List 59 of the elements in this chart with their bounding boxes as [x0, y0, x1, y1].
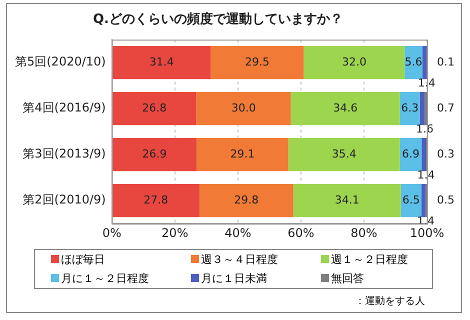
bar: [196, 138, 288, 172]
data-label: 29.1: [230, 147, 255, 160]
bar: [112, 184, 200, 218]
data-label: 29.8: [234, 193, 259, 206]
data-label: 1.4: [417, 168, 435, 182]
data-label: 32.0: [342, 55, 366, 68]
x-tick-label: 20%: [162, 226, 188, 240]
bar: [304, 46, 405, 80]
chart-title: Q.どのくらいの頻度で運動していますか？: [93, 11, 343, 28]
data-label: 0.3: [437, 147, 454, 160]
data-label: 6.5: [402, 193, 420, 206]
data-label: 6.9: [402, 147, 420, 160]
x-tick-label: 60%: [288, 226, 314, 240]
y-tick-label: 第5回(2020/10): [14, 54, 106, 69]
data-label: 0.7: [437, 101, 454, 114]
bar: [404, 46, 422, 80]
bar: [290, 92, 400, 126]
data-label: 34.1: [334, 193, 360, 206]
data-label: 26.8: [142, 101, 167, 114]
y-tick-label: 第3回(2013/9): [22, 146, 106, 161]
x-tick-label: 80%: [350, 226, 378, 240]
bar: [400, 184, 422, 218]
legend-label: 月に１日未満: [200, 271, 268, 287]
x-tick-label: 0%: [102, 226, 122, 240]
bar: [422, 46, 427, 80]
data-label: 26.9: [142, 147, 167, 160]
legend-label: 月に１～２日程度: [60, 271, 150, 287]
bar: [420, 92, 425, 126]
bar: [288, 138, 400, 172]
data-label: 0.1: [437, 55, 454, 68]
x-tick-label: 40%: [224, 226, 252, 240]
y-tick-label: 第2回(2010/9): [22, 192, 106, 207]
y-tick-label: 第4回(2016/9): [22, 100, 106, 115]
data-label: 5.6: [404, 55, 422, 68]
data-label: 35.4: [332, 147, 356, 160]
data-label: 27.8: [144, 193, 168, 206]
bar: [422, 138, 426, 172]
bar: [112, 138, 197, 172]
x-tick-label: 100%: [410, 226, 444, 240]
data-label: 0.5: [437, 193, 454, 206]
data-label: 29.5: [245, 55, 270, 68]
bar: [400, 92, 420, 126]
data-label: 34.6: [333, 101, 358, 114]
data-label: 30.0: [231, 101, 256, 114]
bar: [293, 184, 401, 218]
text: ：運動をする人: [355, 295, 425, 308]
legend-label: 週１～２日程度: [330, 252, 409, 268]
legend-label: ほぼ毎日: [60, 252, 106, 268]
bar: [421, 184, 426, 218]
data-label: 6.3: [401, 101, 419, 114]
legend-label: 週３～４日程度: [200, 252, 279, 268]
bar: [199, 184, 294, 218]
data-label: 31.4: [149, 55, 174, 68]
bar: [196, 92, 291, 126]
legend-label: 無回答: [330, 271, 365, 287]
bar: [112, 46, 211, 80]
data-label: 1.4: [418, 76, 436, 90]
bar: [112, 92, 196, 126]
bar: [210, 46, 304, 80]
